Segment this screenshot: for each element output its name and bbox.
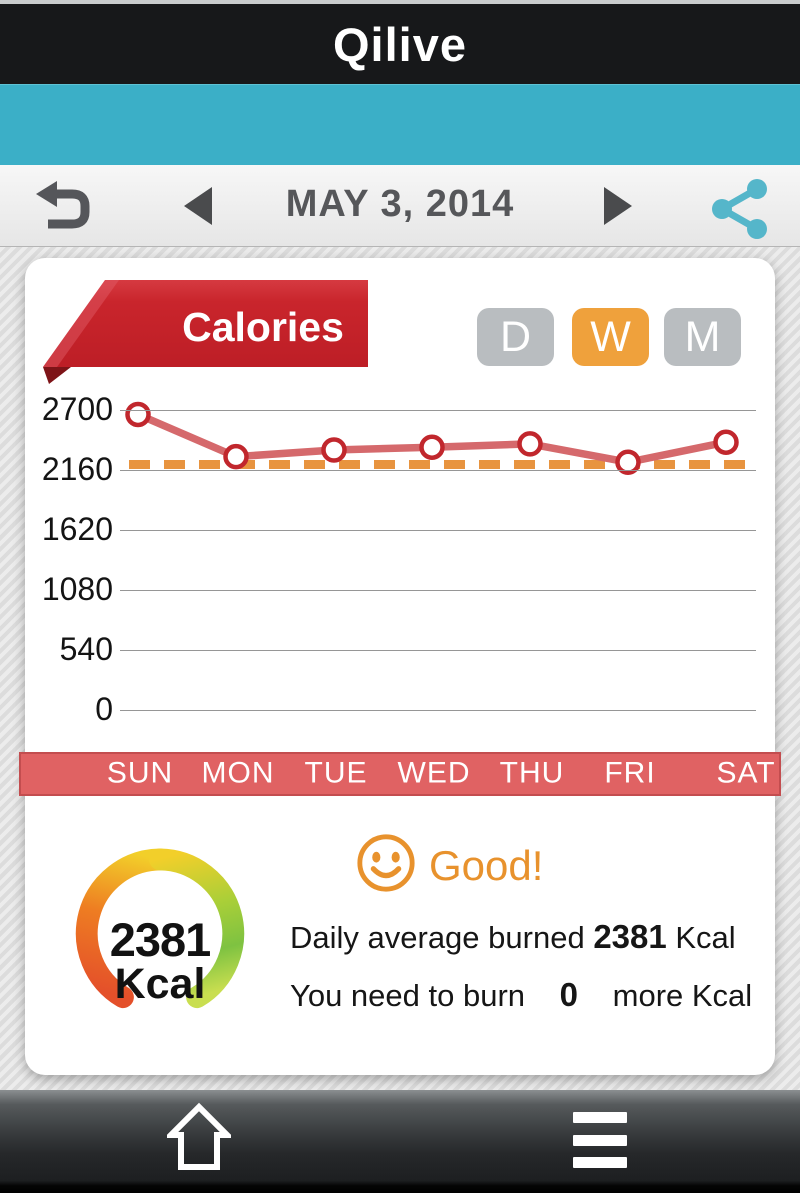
data-point-tue — [321, 437, 347, 463]
previous-date-button[interactable] — [184, 187, 212, 225]
left-arrow-icon — [184, 187, 212, 225]
day-label-sat: SAT — [716, 756, 776, 790]
gridline — [120, 710, 756, 711]
share-button[interactable] — [712, 179, 768, 239]
calories-chart: 2700 2160 1620 1080 540 0 — [25, 258, 775, 798]
chart-title: Calories — [182, 304, 344, 350]
daily-average-value: 2381 — [593, 918, 667, 955]
bottom-navigation — [0, 1090, 800, 1193]
banner-bar — [0, 84, 800, 165]
day-label-wed: WED — [397, 756, 471, 790]
y-axis-tick-label: 0 — [95, 690, 113, 727]
date-toolbar: MAY 3, 2014 — [0, 165, 800, 247]
share-icon — [712, 179, 767, 239]
date-label: MAY 3, 2014 — [285, 182, 515, 225]
home-icon — [163, 1102, 235, 1170]
daily-average-line: Daily average burned 2381 Kcal — [290, 918, 736, 956]
next-date-button[interactable] — [604, 187, 632, 225]
need-to-burn-value: 0 — [559, 976, 578, 1013]
range-button-w[interactable]: W — [572, 308, 649, 366]
gridline — [120, 470, 756, 471]
day-label-mon: MON — [201, 756, 275, 790]
right-arrow-icon — [604, 187, 632, 225]
range-button-d[interactable]: D — [477, 308, 554, 366]
calories-ribbon — [43, 280, 368, 384]
gauge-unit: Kcal — [114, 960, 206, 1008]
gridline — [120, 410, 756, 411]
home-button[interactable] — [163, 1102, 235, 1172]
data-point-sat — [713, 429, 739, 455]
gauge-arc — [75, 848, 245, 1009]
gridline — [120, 530, 756, 531]
data-point-sun — [125, 401, 151, 428]
daily-average-suffix: Kcal — [675, 920, 736, 955]
range-button-m[interactable]: M — [664, 308, 741, 366]
y-axis-tick-label: 540 — [59, 630, 113, 667]
menu-button[interactable] — [573, 1112, 627, 1168]
data-point-mon — [223, 443, 249, 470]
day-label-thu: THU — [499, 756, 565, 790]
day-label-fri: FRI — [604, 756, 656, 790]
day-label-sun: SUN — [106, 756, 174, 790]
undo-arrow-icon — [36, 181, 90, 229]
need-to-burn-prefix: You need to burn — [290, 978, 526, 1013]
need-to-burn-suffix: more Kcal — [612, 978, 753, 1013]
daily-average-prefix: Daily average burned — [290, 920, 585, 955]
y-axis-tick-label: 2160 — [41, 450, 113, 487]
data-point-thu — [517, 431, 543, 457]
need-to-burn-line: You need to burn 0 more Kcal — [290, 976, 752, 1014]
gauge-readout: 2381 Kcal — [65, 916, 255, 1006]
calories-gauge: 2381 Kcal — [65, 834, 255, 1036]
status-badge: Good! — [429, 842, 544, 889]
y-axis-tick-label: 1080 — [41, 570, 113, 607]
back-button[interactable] — [33, 180, 97, 234]
day-axis-bar: SUN MON TUE WED THU FRI SAT — [19, 752, 781, 796]
status-strip — [0, 0, 800, 4]
y-axis-tick-label: 2700 — [41, 390, 113, 427]
y-axis-tick-label: 1620 — [41, 510, 113, 547]
gridline — [120, 650, 756, 651]
app-logo: Qilive — [332, 17, 467, 71]
gauge-value: 2381 — [109, 913, 212, 966]
day-label-tue: TUE — [304, 756, 368, 790]
menu-icon — [573, 1134, 627, 1146]
chart-plot — [125, 401, 747, 475]
smiley-icon — [355, 832, 417, 894]
app-header: Qilive — [0, 4, 800, 84]
gridline — [120, 590, 756, 591]
data-point-wed — [419, 434, 445, 460]
data-point-fri — [615, 449, 641, 475]
menu-icon — [573, 1112, 627, 1123]
menu-icon — [573, 1157, 627, 1168]
